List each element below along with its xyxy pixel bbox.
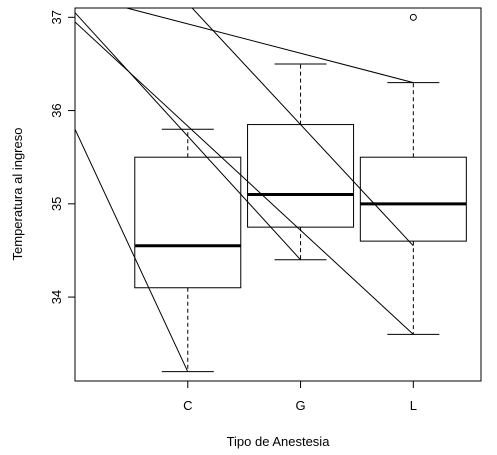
plot-frame xyxy=(74,7,482,382)
x-tick-label: C xyxy=(183,398,192,413)
overlay-lines xyxy=(75,8,414,372)
x-tick-label: L xyxy=(410,398,417,413)
boxplots xyxy=(134,13,467,373)
box-iqr xyxy=(247,124,355,228)
y-tick-label: 35 xyxy=(49,197,64,211)
overlay-line xyxy=(75,12,301,261)
x-axis-label: Tipo de Anestesia xyxy=(227,434,331,449)
x-tick-label: G xyxy=(295,398,305,413)
box-C xyxy=(134,128,242,373)
y-tick-label: 36 xyxy=(49,103,64,117)
box-L xyxy=(359,13,467,335)
box-iqr xyxy=(359,156,467,242)
overlay-line xyxy=(124,8,414,84)
box-iqr xyxy=(134,156,242,289)
y-axis-label: Temperatura al ingreso xyxy=(10,128,25,261)
box-G xyxy=(247,63,355,261)
axes: 34 35 36 37 C G L xyxy=(49,10,417,413)
y-tick-label: 37 xyxy=(49,10,64,24)
y-tick-label: 34 xyxy=(49,290,64,304)
outlier-point xyxy=(409,13,417,21)
overlay-line xyxy=(75,21,414,335)
overlay-line xyxy=(75,129,189,372)
